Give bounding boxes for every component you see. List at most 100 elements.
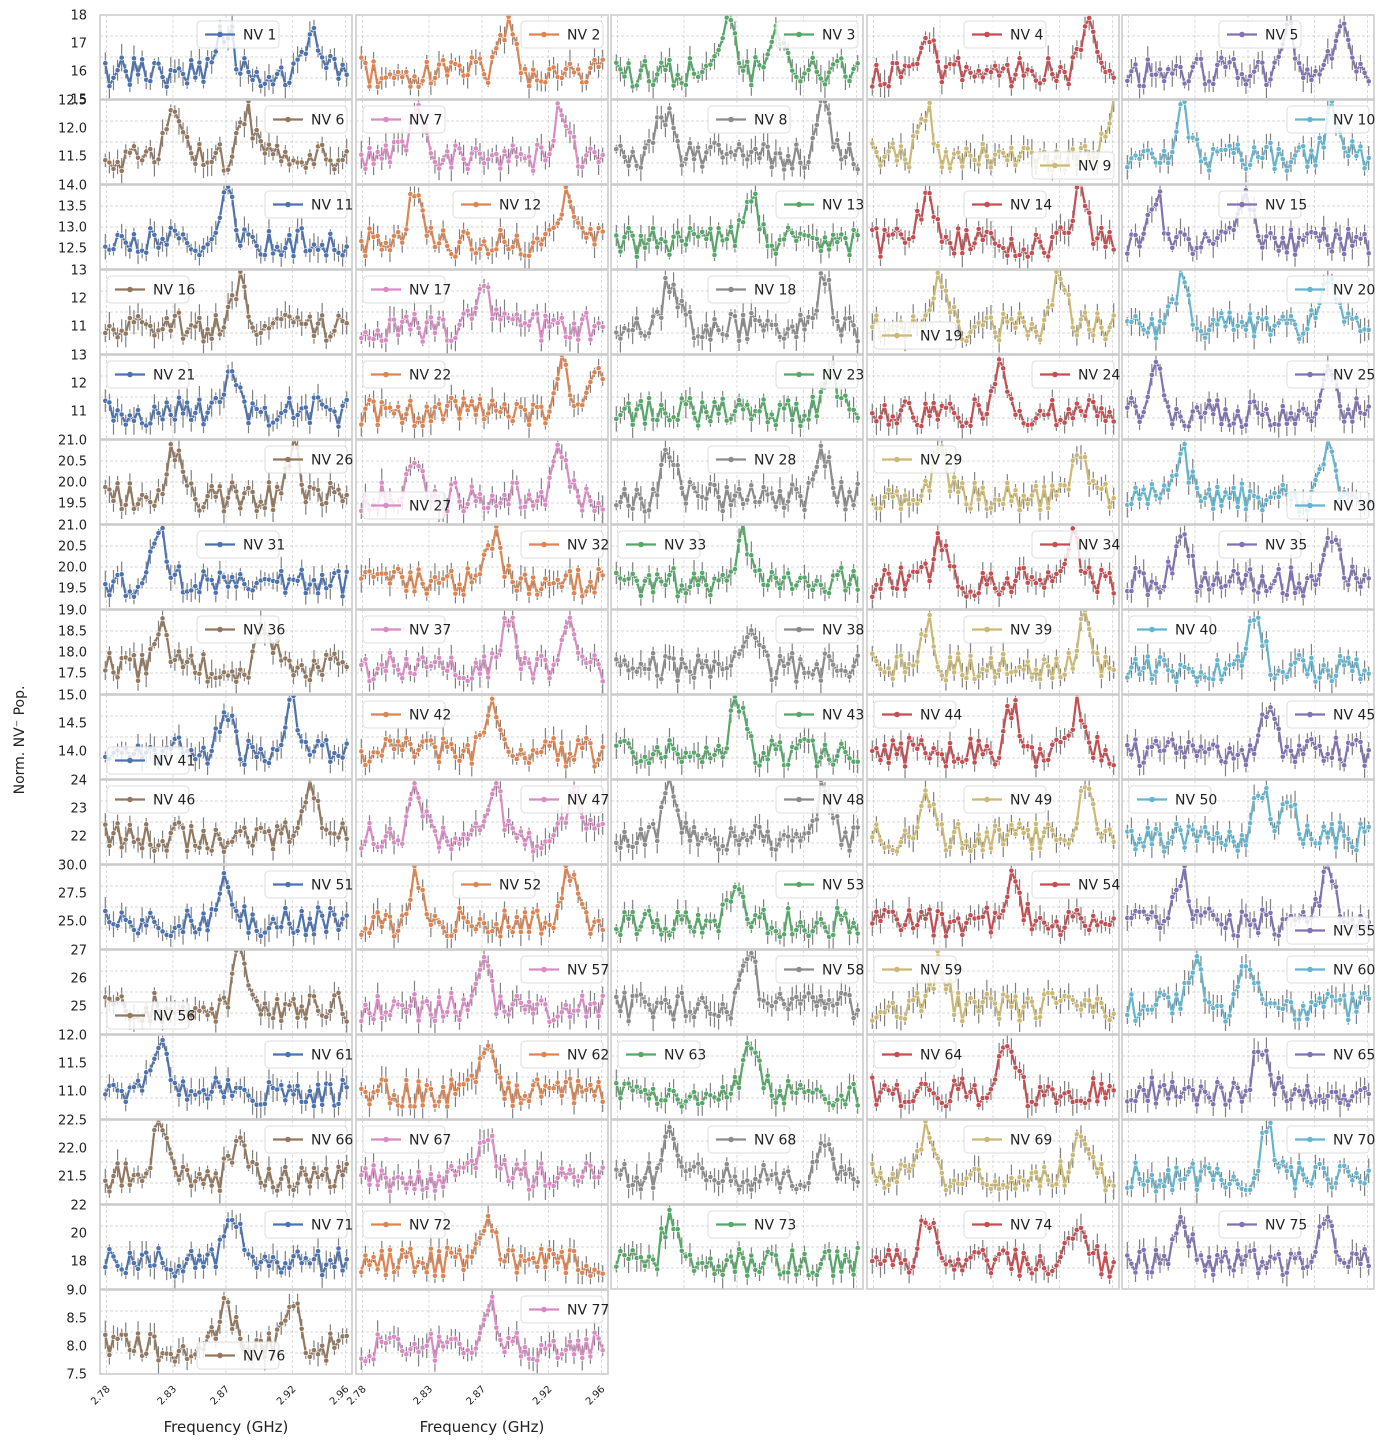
- data-point: [180, 335, 186, 342]
- data-point: [286, 313, 293, 320]
- data-point: [625, 575, 632, 582]
- y-tick-label: 21.0: [58, 519, 87, 534]
- data-point: [542, 231, 549, 238]
- data-point: [501, 492, 508, 498]
- data-point: [625, 502, 632, 509]
- data-point: [682, 500, 689, 507]
- data-point: [801, 507, 808, 513]
- data-point: [642, 577, 648, 584]
- legend-box: [362, 105, 446, 134]
- data-point: [617, 499, 624, 506]
- data-point: [579, 316, 586, 323]
- data-point: [176, 235, 182, 242]
- data-point: [391, 233, 397, 239]
- data-point: [192, 247, 199, 254]
- data-point: [460, 508, 467, 515]
- data-point: [257, 498, 264, 505]
- panel-nv-10: NV 10: [1121, 99, 1375, 185]
- data-point: [323, 252, 330, 259]
- data-point: [306, 420, 313, 426]
- data-point: [637, 495, 644, 502]
- data-point: [830, 314, 837, 321]
- data-point: [1065, 229, 1072, 236]
- panel-nv-30: NV 30: [1121, 439, 1375, 525]
- data-point: [1000, 65, 1007, 72]
- data-point: [1037, 80, 1043, 87]
- data-point: [781, 574, 787, 581]
- data-point: [513, 587, 520, 594]
- data-point: [975, 496, 982, 503]
- data-point: [122, 421, 129, 428]
- data-point: [834, 572, 841, 578]
- legend-box: [1286, 275, 1370, 304]
- data-point: [358, 54, 365, 61]
- data-point: [785, 498, 792, 505]
- data-point: [1144, 212, 1151, 218]
- data-point: [971, 479, 978, 486]
- data-point: [374, 232, 381, 239]
- data-point: [509, 316, 516, 323]
- data-point: [687, 479, 693, 485]
- panel-border: [1121, 14, 1375, 100]
- panel-nv-9: NV 9: [866, 99, 1120, 185]
- data-point: [1173, 234, 1180, 241]
- legend-swatch-marker: [796, 201, 802, 208]
- data-point: [711, 316, 718, 323]
- data-point: [1124, 78, 1131, 84]
- y-tick-label: 19.5: [58, 497, 87, 512]
- data-point: [245, 69, 252, 75]
- data-point: [1132, 565, 1139, 571]
- data-point: [489, 545, 496, 552]
- data-point: [1004, 575, 1011, 582]
- data-point: [110, 417, 117, 424]
- data-point: [407, 397, 414, 404]
- legend-swatch-marker: [127, 286, 133, 293]
- data-point: [662, 67, 669, 73]
- data-point: [192, 583, 199, 590]
- data-point: [715, 577, 722, 584]
- data-point: [1128, 395, 1135, 401]
- legend-label: NV 4: [1010, 28, 1044, 44]
- data-point: [1028, 492, 1035, 499]
- legend-box: [264, 445, 348, 474]
- data-point: [196, 315, 203, 321]
- data-point: [343, 492, 350, 499]
- data-point: [1082, 454, 1088, 460]
- data-point: [1361, 231, 1368, 238]
- data-point: [472, 498, 479, 504]
- data-point: [983, 581, 990, 588]
- data-point: [370, 58, 377, 65]
- data-point: [906, 164, 913, 171]
- data-point: [1349, 54, 1356, 61]
- data-point: [1185, 292, 1192, 299]
- legend-label: NV 8: [754, 113, 787, 129]
- data-point: [1073, 185, 1080, 191]
- data-point: [711, 482, 718, 488]
- data-point: [1008, 316, 1015, 323]
- data-point: [261, 404, 268, 411]
- data-point: [662, 410, 669, 417]
- data-point: [221, 669, 227, 676]
- data-point: [881, 567, 888, 573]
- data-point: [1283, 167, 1290, 174]
- data-point: [1267, 584, 1274, 591]
- data-point: [1106, 67, 1113, 74]
- data-point: [748, 198, 755, 205]
- data-point: [951, 304, 958, 311]
- data-point: [171, 656, 178, 663]
- data-point: [1320, 144, 1327, 151]
- data-point: [542, 575, 549, 582]
- data-point: [1271, 59, 1278, 66]
- data-point: [1016, 252, 1023, 258]
- data-point: [707, 225, 714, 232]
- data-point: [468, 398, 475, 405]
- data-point: [881, 494, 888, 500]
- legend-swatch-marker: [217, 626, 223, 633]
- data-point: [650, 139, 657, 146]
- data-point: [670, 565, 677, 572]
- data-point: [432, 574, 438, 581]
- legend-label: NV 35: [1265, 538, 1307, 554]
- panel-border: [1121, 524, 1375, 610]
- data-point: [270, 507, 276, 513]
- data-point: [212, 48, 219, 55]
